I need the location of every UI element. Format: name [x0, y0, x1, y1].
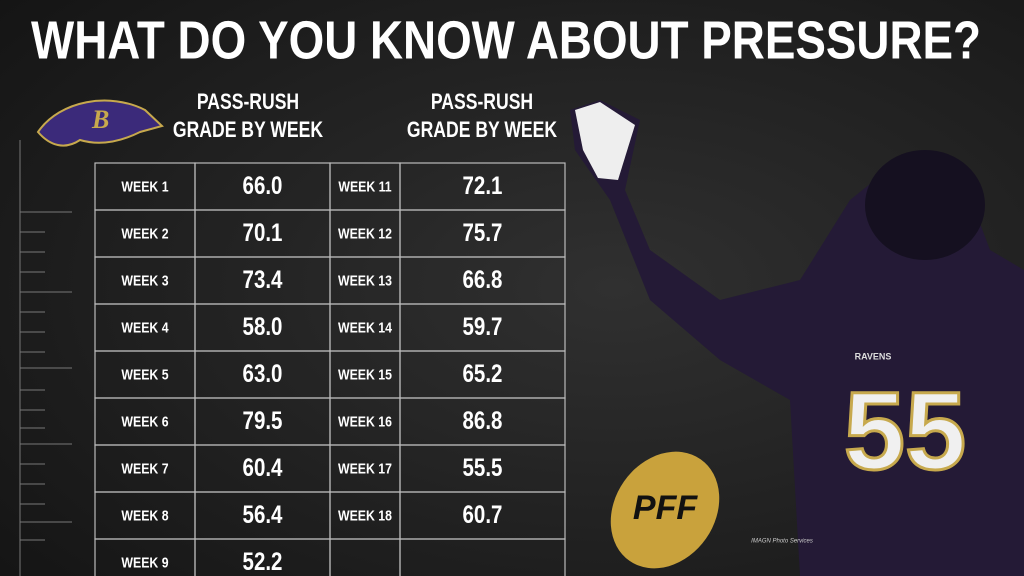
grade-value: 58.0: [243, 312, 283, 340]
svg-text:B: B: [91, 105, 109, 134]
grade-value: 72.1: [463, 171, 503, 199]
grade-value: 59.7: [463, 312, 503, 340]
week-label: WEEK 18: [338, 507, 392, 523]
week-label: WEEK 14: [338, 319, 392, 335]
column-header: GRADE BY WEEK: [407, 118, 558, 142]
week-label: WEEK 5: [121, 366, 168, 382]
week-label: WEEK 7: [121, 460, 168, 476]
grade-value: 86.8: [463, 406, 503, 434]
jersey-team: RAVENS: [855, 351, 892, 361]
week-label: WEEK 15: [338, 366, 392, 382]
column-header: GRADE BY WEEK: [173, 118, 324, 142]
grade-value: 60.7: [463, 500, 503, 528]
ruler-decoration: [19, 140, 72, 576]
column-header: PASS-RUSH: [197, 90, 299, 114]
week-label: WEEK 3: [121, 272, 168, 288]
week-label: WEEK 9: [121, 554, 168, 570]
grade-value: 60.4: [243, 453, 283, 481]
table-cell: [399, 538, 566, 576]
grade-value: 66.0: [243, 171, 283, 199]
team-logo: B: [36, 99, 164, 147]
week-label: WEEK 4: [121, 319, 168, 335]
week-label: WEEK 17: [338, 460, 392, 476]
week-label: WEEK 8: [121, 507, 168, 523]
week-label: WEEK 6: [121, 413, 168, 429]
grade-value: 75.7: [463, 218, 503, 246]
week-label: WEEK 13: [338, 272, 392, 288]
week-label: WEEK 16: [338, 413, 392, 429]
player-photo: 55 RAVENS: [570, 100, 1024, 576]
week-label: WEEK 11: [338, 178, 392, 194]
grade-value: 73.4: [243, 265, 283, 293]
grade-value: 52.2: [243, 547, 283, 575]
grade-value: 63.0: [243, 359, 283, 387]
grade-value: 65.2: [463, 359, 503, 387]
week-label: WEEK 12: [338, 225, 392, 241]
grade-value: 79.5: [243, 406, 283, 434]
jersey-number: 55: [844, 370, 966, 493]
grade-value: 55.5: [463, 453, 503, 481]
pff-logo: PFF: [610, 451, 720, 569]
column-header: PASS-RUSH: [431, 90, 533, 114]
title: WHAT DO YOU KNOW ABOUT PRESSURE?: [31, 10, 981, 70]
grade-value: 56.4: [243, 500, 283, 528]
week-label: WEEK 1: [121, 178, 168, 194]
grade-value: 70.1: [243, 218, 283, 246]
pff-text: PFF: [633, 489, 698, 527]
week-label: WEEK 2: [121, 225, 168, 241]
grade-value: 66.8: [463, 265, 503, 293]
photo-credit: IMAGN Photo Services: [751, 539, 813, 545]
grade-table: WEEK 1 66.0 WEEK 2 70.1 WEEK 3 73.4 WEEK 4 58.0…: [94, 162, 566, 576]
